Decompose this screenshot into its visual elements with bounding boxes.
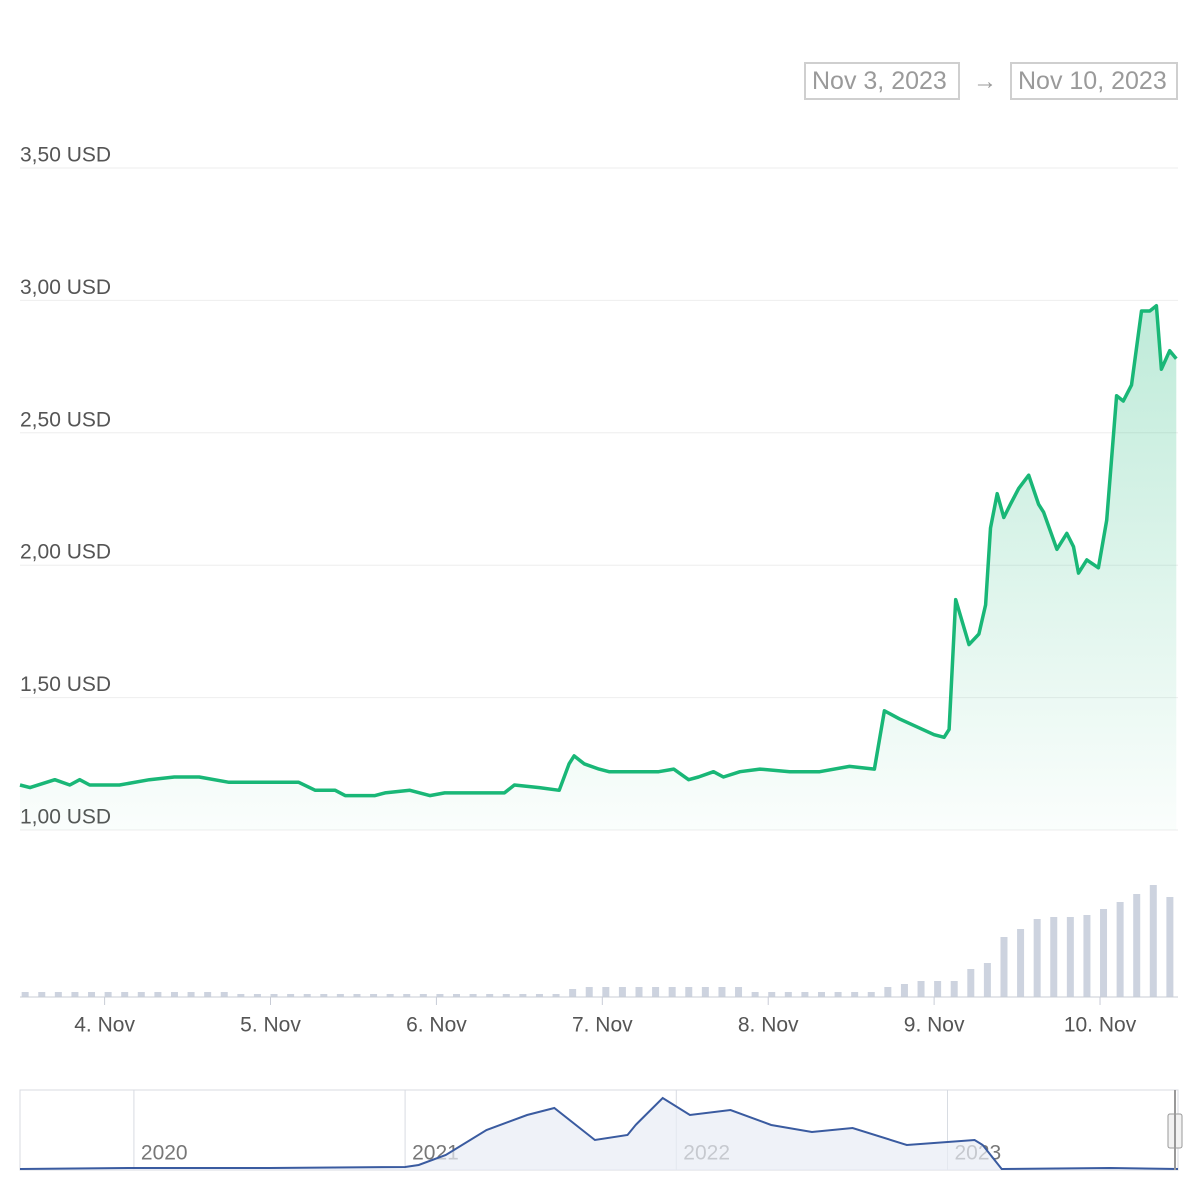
price-area <box>20 305 1177 830</box>
x-tick-label: 4. Nov <box>74 1014 135 1037</box>
volume-bar <box>486 994 494 997</box>
volume-bar <box>38 992 46 997</box>
volume-bar <box>569 989 577 997</box>
y-tick-label: 2,00 USD <box>20 541 111 564</box>
volume-bar <box>1116 902 1124 997</box>
volume-bar <box>88 992 96 997</box>
date-to[interactable]: Nov 10, 2023 <box>1010 62 1178 100</box>
volume-bar <box>270 994 278 997</box>
volume-bar <box>137 992 145 997</box>
x-tick-label: 7. Nov <box>572 1014 633 1037</box>
volume-bar <box>967 969 975 997</box>
volume-bar <box>303 994 311 997</box>
x-tick-label: 10. Nov <box>1064 1014 1137 1037</box>
x-tick-label: 8. Nov <box>738 1014 799 1037</box>
volume-bar <box>71 992 79 997</box>
volume-bar <box>121 992 129 997</box>
volume-bar <box>685 987 693 997</box>
price-line <box>19 303 1178 798</box>
date-from[interactable]: Nov 3, 2023 <box>804 62 960 100</box>
volume-bar <box>618 987 626 997</box>
volume-bar <box>934 981 942 997</box>
volume-bar <box>950 981 958 997</box>
volume-bar <box>1033 919 1041 997</box>
volume-bar <box>535 994 543 997</box>
volume-bar <box>668 987 676 997</box>
volume-bar <box>170 992 178 997</box>
volume-bar <box>701 987 709 997</box>
volume-bar <box>834 992 842 997</box>
volume-bar <box>436 994 444 997</box>
volume-bar <box>602 987 610 997</box>
volume-bar <box>751 992 759 997</box>
volume-bar <box>1050 917 1058 997</box>
volume-bar <box>1166 897 1174 997</box>
volume-bar <box>502 994 510 997</box>
volume-bar <box>801 992 809 997</box>
volume-bar <box>1100 909 1108 997</box>
volume-bar <box>652 987 660 997</box>
volume-bar <box>851 992 859 997</box>
volume-bar <box>453 994 461 997</box>
volume-bar <box>817 992 825 997</box>
volume-bar <box>735 987 743 997</box>
volume-bar <box>867 992 875 997</box>
volume-bar <box>187 992 195 997</box>
volume-bar <box>336 994 344 997</box>
volume-bar <box>220 992 228 997</box>
volume-bar <box>54 992 62 997</box>
volume-bar <box>104 992 112 997</box>
navigator-tick-label: 2020 <box>141 1142 188 1165</box>
date-separator: → <box>973 68 997 95</box>
volume-bar <box>585 987 593 997</box>
volume-bar <box>784 992 792 997</box>
volume-bar <box>419 994 427 997</box>
volume-bar <box>1017 929 1025 997</box>
navigator-area <box>20 1098 1178 1170</box>
volume-bar <box>403 994 411 997</box>
volume-bar <box>1066 917 1074 997</box>
volume-bar <box>386 994 394 997</box>
volume-bar <box>154 992 162 997</box>
navigator-line <box>19 1096 1179 1171</box>
x-tick-label: 6. Nov <box>406 1014 467 1037</box>
x-tick-label: 9. Nov <box>904 1014 965 1037</box>
volume-bar <box>1133 894 1141 997</box>
volume-bar <box>983 963 991 997</box>
volume-bar <box>900 984 908 997</box>
y-tick-label: 2,50 USD <box>20 408 111 431</box>
volume-bar <box>237 994 245 997</box>
volume-bar <box>370 994 378 997</box>
volume-bar <box>1083 915 1091 997</box>
volume-bar <box>718 987 726 997</box>
volume-bar <box>519 994 527 997</box>
y-tick-label: 3,50 USD <box>20 144 111 167</box>
y-tick-label: 3,00 USD <box>20 276 111 299</box>
volume-bar <box>320 994 328 997</box>
volume-bar <box>884 987 892 997</box>
volume-bar <box>287 994 295 997</box>
volume-bar <box>552 994 560 997</box>
volume-bar <box>768 992 776 997</box>
volume-bar <box>917 981 925 997</box>
volume-bar <box>21 992 29 997</box>
x-tick-label: 5. Nov <box>240 1014 301 1037</box>
volume-bar <box>635 987 643 997</box>
volume-bar <box>1000 937 1008 997</box>
volume-bar <box>204 992 212 997</box>
volume-bar <box>1149 885 1157 997</box>
volume-bar <box>353 994 361 997</box>
y-tick-label: 1,50 USD <box>20 673 111 696</box>
volume-bar <box>253 994 261 997</box>
volume-bar <box>469 994 477 997</box>
